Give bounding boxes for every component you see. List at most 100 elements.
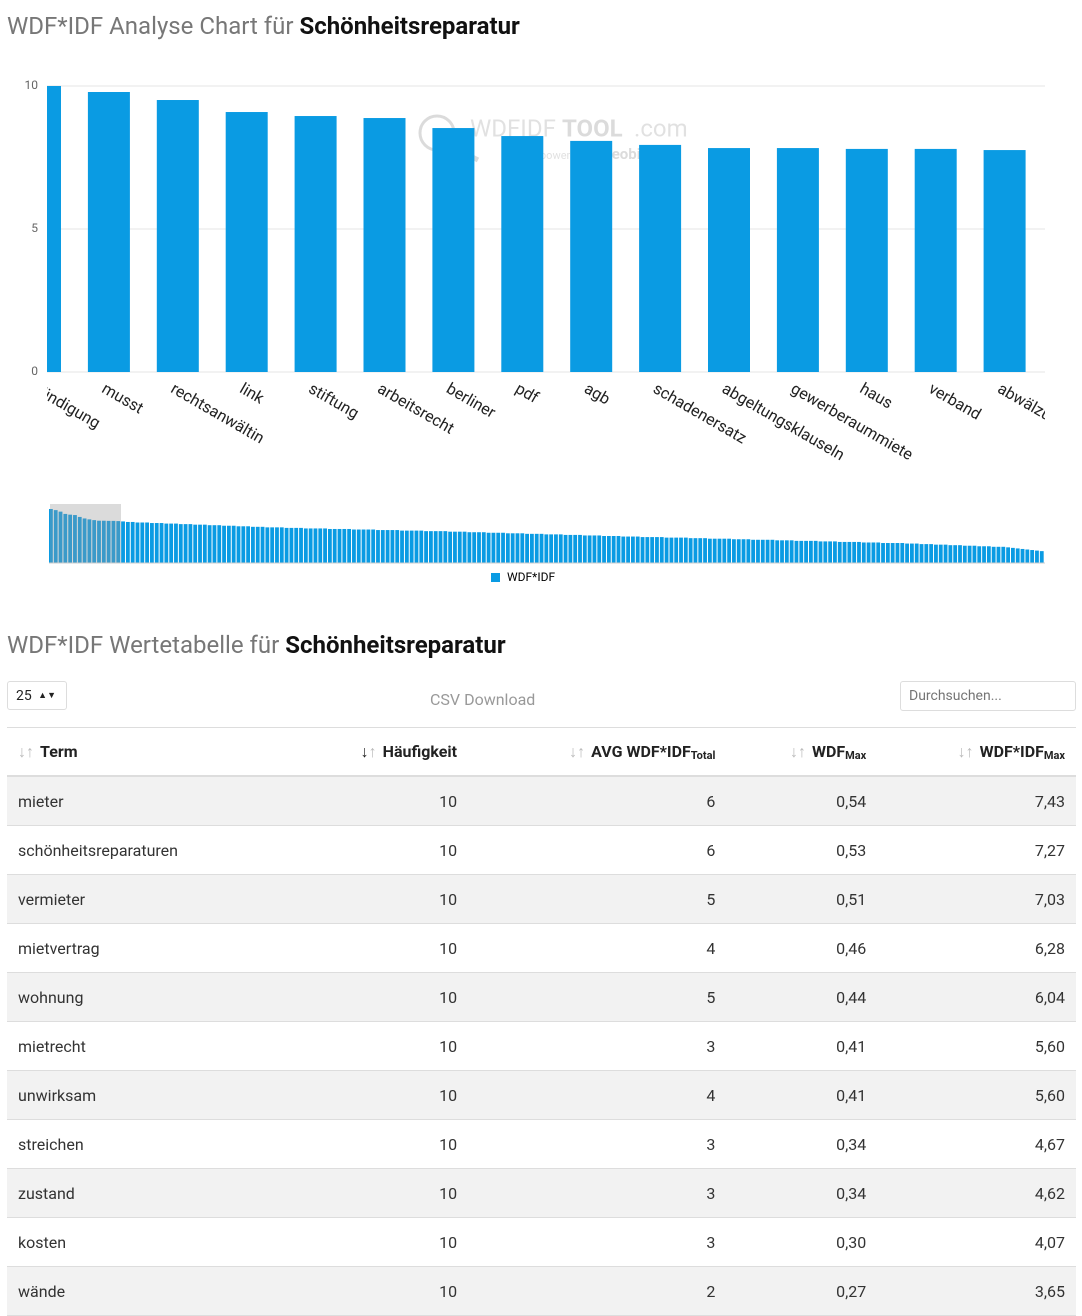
table-cell: 6 <box>468 825 727 875</box>
y-tick-label: 5 <box>31 221 38 235</box>
navigator-bar <box>582 535 587 563</box>
navigator-bar <box>1020 548 1025 563</box>
x-tick-label: stiftung <box>305 379 362 423</box>
navigator-bar <box>419 530 424 563</box>
navigator-bar <box>63 513 68 563</box>
navigator-bar <box>558 534 563 563</box>
navigator-bar <box>852 541 857 563</box>
navigator-bar <box>881 543 885 563</box>
table-cell: 4 <box>468 923 727 973</box>
table-cell: 3 <box>468 1168 727 1218</box>
csv-download-button[interactable]: CSV Download <box>430 690 536 709</box>
navigator-bar <box>1039 551 1044 563</box>
table-cell: 5 <box>468 874 727 924</box>
navigator-bar <box>212 525 217 563</box>
navigator-bar <box>890 543 895 563</box>
navigator-bar <box>563 534 568 563</box>
navigator-bar <box>496 532 501 563</box>
table-cell: wohnung <box>7 972 287 1022</box>
navigator-bar <box>813 540 818 563</box>
column-header[interactable]: ↓↑ Häufigkeit <box>286 727 469 777</box>
sort-icon[interactable]: ↓↑ <box>789 741 806 761</box>
navigator-bar <box>736 539 741 563</box>
navigator-bar <box>818 541 823 563</box>
title-text: WDF*IDF Analyse Chart für <box>7 12 294 40</box>
navigator-bar <box>299 527 303 563</box>
table-cell: mieter <box>7 776 287 826</box>
search-input[interactable] <box>900 681 1076 711</box>
navigator-bar <box>972 545 977 563</box>
navigator-bar <box>515 533 520 563</box>
table-cell: 0,41 <box>726 1070 878 1120</box>
column-header[interactable]: ↓↑ WDFMax <box>726 727 878 777</box>
navigator-bar <box>226 525 231 563</box>
navigator-bar <box>87 519 92 563</box>
table-cell: 5,60 <box>877 1070 1076 1120</box>
bar <box>363 118 406 372</box>
navigator-bar <box>616 536 621 563</box>
navigator-bar <box>510 533 515 563</box>
column-header[interactable]: ↓↑ AVG WDF*IDFTotal <box>468 727 727 777</box>
navigator-bar <box>106 520 111 563</box>
navigator-bar <box>688 538 693 563</box>
navigator-bar <box>327 528 332 563</box>
navigator-bar <box>270 527 275 563</box>
navigator-bar <box>1006 547 1010 563</box>
sort-icon[interactable]: ↓↑ <box>360 741 377 761</box>
page-length-select[interactable]: 25 ▲▼ <box>7 681 67 710</box>
navigator-bar <box>703 538 707 563</box>
table-cell: 10 <box>286 1217 469 1267</box>
watermark-domain: .com <box>634 114 688 142</box>
navigator-bar <box>73 515 77 563</box>
navigator-bar <box>683 537 688 563</box>
legend-label[interactable]: WDF*IDF <box>507 570 555 584</box>
navigator-bar <box>669 537 674 563</box>
navigator-bar <box>222 525 226 563</box>
navigator-bar <box>977 546 982 563</box>
table-cell: 0,30 <box>726 1217 878 1267</box>
navigator-bar <box>597 535 602 563</box>
navigator-bar <box>760 539 765 563</box>
navigator-bar <box>116 521 121 563</box>
sort-icon[interactable]: ↓↑ <box>957 741 974 761</box>
navigator-bar <box>390 530 395 563</box>
navigator-bar <box>462 531 467 563</box>
navigator-bar <box>924 544 929 563</box>
navigator-bar <box>962 545 967 563</box>
navigator-bar <box>231 525 236 563</box>
x-tick-label: link <box>237 379 269 408</box>
navigator-bar <box>1015 548 1020 563</box>
header-text: WDF <box>811 741 846 761</box>
sort-icon[interactable]: ↓↑ <box>569 741 586 761</box>
page-length-value: 25 <box>16 688 32 704</box>
navigator-bar <box>948 545 953 563</box>
title-keyword: Schönheitsreparatur <box>299 12 520 40</box>
sort-icon[interactable]: ↓↑ <box>18 741 34 761</box>
table-cell: schönheitsreparaturen <box>7 825 287 875</box>
navigator-bar <box>587 535 592 563</box>
navigator-bar <box>756 539 760 563</box>
navigator-bar <box>467 532 472 563</box>
bar <box>914 148 957 372</box>
navigator-bar <box>154 523 159 563</box>
navigator-bar <box>193 524 198 563</box>
table-heading: WDF*IDF Wertetabelle für Schönheitsrepar… <box>7 631 506 659</box>
column-header[interactable]: ↓↑ WDF*IDFMax <box>877 727 1076 777</box>
table-cell: 0,54 <box>726 776 878 826</box>
navigator-bar <box>486 532 491 563</box>
navigator-bar <box>265 527 270 563</box>
column-header[interactable]: ↓↑ Term <box>7 727 287 777</box>
navigator-bar <box>159 523 164 563</box>
table-cell: 10 <box>286 1070 469 1120</box>
x-tick-label: arbeitsrecht <box>374 379 457 438</box>
navigator-bar <box>145 522 150 563</box>
navigator-bar <box>428 531 433 563</box>
navigator-bar <box>780 540 784 563</box>
table-cell: 4 <box>468 1070 727 1120</box>
bar <box>47 86 61 372</box>
x-tick-label: gewerberaummiete <box>788 379 917 464</box>
navigator-bar <box>991 546 996 563</box>
navigator-bar <box>284 527 289 563</box>
navigator-bar <box>337 528 342 563</box>
